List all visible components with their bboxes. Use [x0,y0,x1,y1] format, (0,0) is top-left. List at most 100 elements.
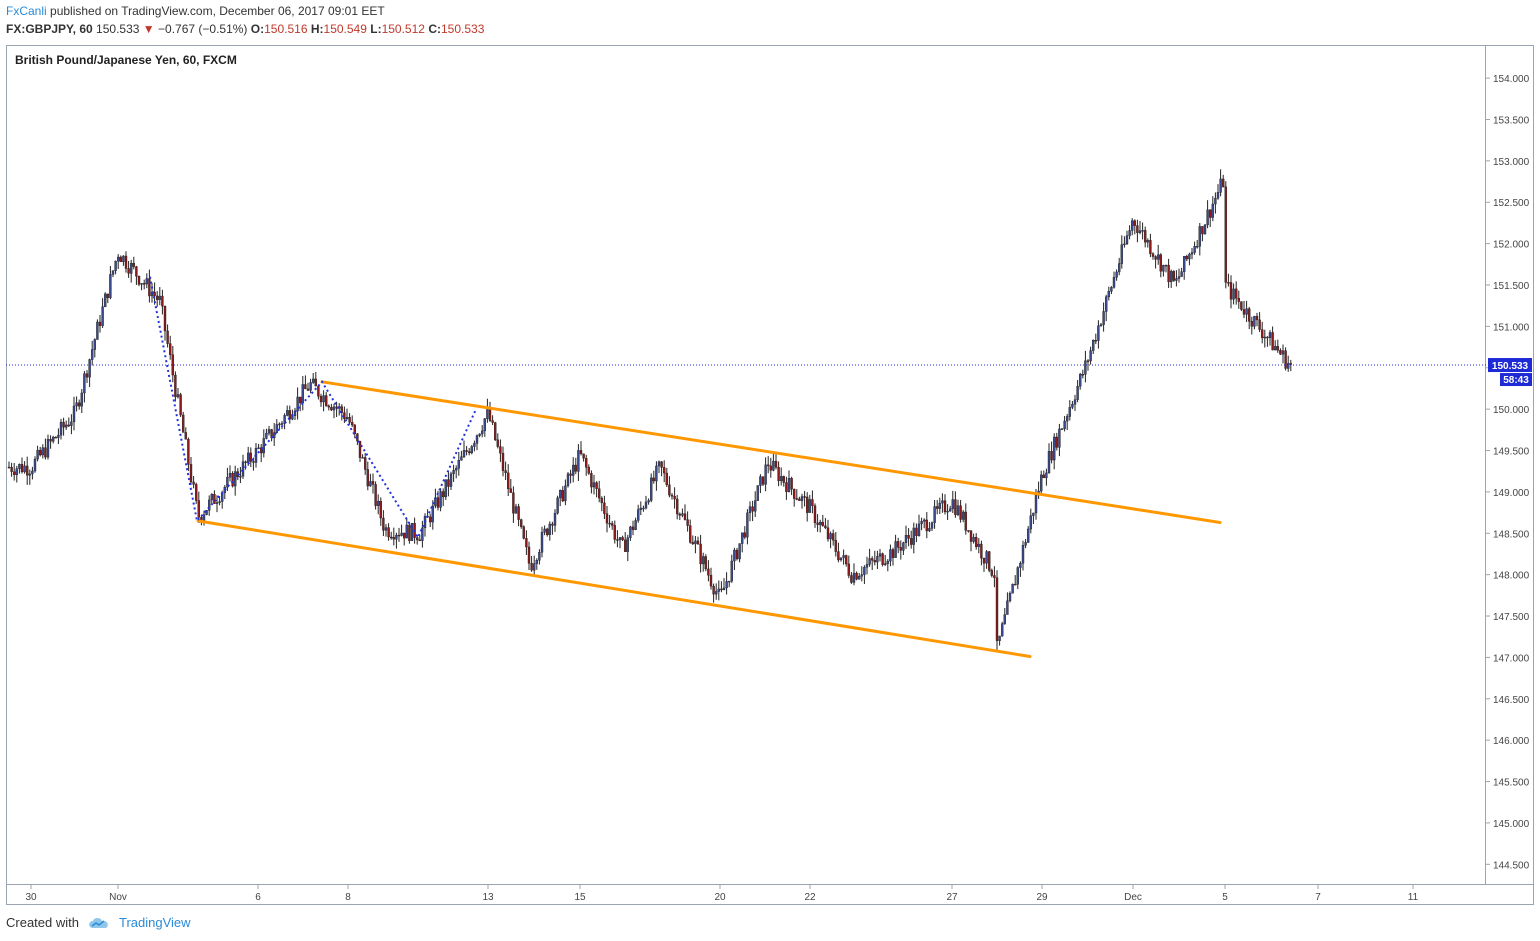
candle-body [1247,308,1251,322]
candle-body [821,521,824,526]
time-axis[interactable] [6,885,1534,905]
candle-body [1089,350,1092,362]
candle-body [886,560,889,564]
price-tick-label: 144.500 [1493,860,1530,871]
price-tick-label: 148.500 [1493,529,1530,540]
candle-body [93,339,97,350]
candle-body [548,523,551,535]
candle-body [647,500,650,503]
candle-body [899,547,902,551]
candle-body [525,538,528,548]
candle-body [1201,226,1204,235]
channel-lower-line[interactable] [196,519,1032,658]
candle-body [936,506,939,509]
candle-body [1084,360,1087,375]
candle-body [184,432,188,440]
candle-body [1224,186,1228,283]
candle-body [1258,319,1261,330]
zigzag-pattern-line[interactable] [149,276,477,540]
candle-body [686,519,689,526]
candle-body [494,422,497,441]
candle-body [839,557,843,561]
candle-body [868,558,871,565]
candle-body [111,270,115,275]
candle-body [509,488,512,493]
candle-body [777,466,780,482]
candle-body [704,556,707,570]
candle-body [179,394,182,416]
candle-body [1071,404,1074,408]
candle-body [390,536,393,539]
candle-body [1164,264,1168,267]
candle-body [384,527,388,531]
candle-body [122,255,125,263]
candle-body [1073,399,1077,405]
candle-body [819,521,822,525]
low-label: L: [370,22,382,36]
candle-body [1216,192,1220,199]
candle-body [592,482,596,488]
candle-body [96,321,99,340]
candle-body [764,464,767,485]
candle-body [395,534,398,540]
candle-body [1123,243,1126,246]
plot-area[interactable] [6,45,1486,885]
channel-upper-line[interactable] [320,380,1222,524]
candle-body [181,414,185,433]
candle-body [75,402,78,407]
candle-body [137,276,141,285]
candle-body [304,384,307,390]
candle-body [358,440,362,458]
candle-body [891,549,895,558]
candle-body [629,526,632,538]
candle-body [538,552,541,561]
candle-body [756,485,759,501]
candle-body [967,530,970,532]
candle-body [1024,542,1027,546]
candle-body [858,575,861,580]
candle-body [283,415,286,424]
candle-body [41,447,44,456]
candle-body [1011,583,1014,594]
candle-body [15,468,19,475]
candle-body [1198,226,1202,247]
candle-body [49,439,52,442]
candle-body [1102,311,1105,325]
candle-body [1211,203,1215,218]
candle-body [696,540,700,545]
candle-body [168,343,172,355]
publish-info: FxCanli published on TradingView.com, De… [6,4,385,18]
candle-body [291,415,294,420]
candle-body [761,476,765,485]
candle-body [972,537,975,542]
candle-body [1039,474,1043,492]
candle-body [1143,230,1147,243]
candle-body [834,540,837,552]
candle-body [577,450,580,472]
price-tick-label: 147.000 [1493,653,1530,664]
candle-body [894,541,897,558]
candle-body [605,513,609,524]
candle-body [1008,593,1012,602]
candle-body [444,479,447,498]
candle-body [1068,407,1072,417]
candle-body [468,451,471,454]
author-link[interactable]: FxCanli [6,4,47,18]
tradingview-link[interactable]: TradingView [118,915,191,930]
candle-body [1130,220,1134,231]
time-tick-label: 15 [574,892,586,903]
price-axis[interactable] [1486,45,1534,885]
candle-body [616,539,619,541]
price-tick-label: 151.500 [1493,281,1530,292]
time-tick-label: 29 [1036,892,1048,903]
footer: Created with TradingView [6,915,191,930]
candle-body [85,373,89,378]
candle-body [1001,623,1004,637]
candle-body [28,473,31,476]
candle-body [1232,288,1235,300]
chart-title: British Pound/Japanese Yen, 60, FXCM [15,53,237,67]
candle-body [244,461,247,463]
candle-body [733,549,736,562]
candle-body [743,532,746,538]
